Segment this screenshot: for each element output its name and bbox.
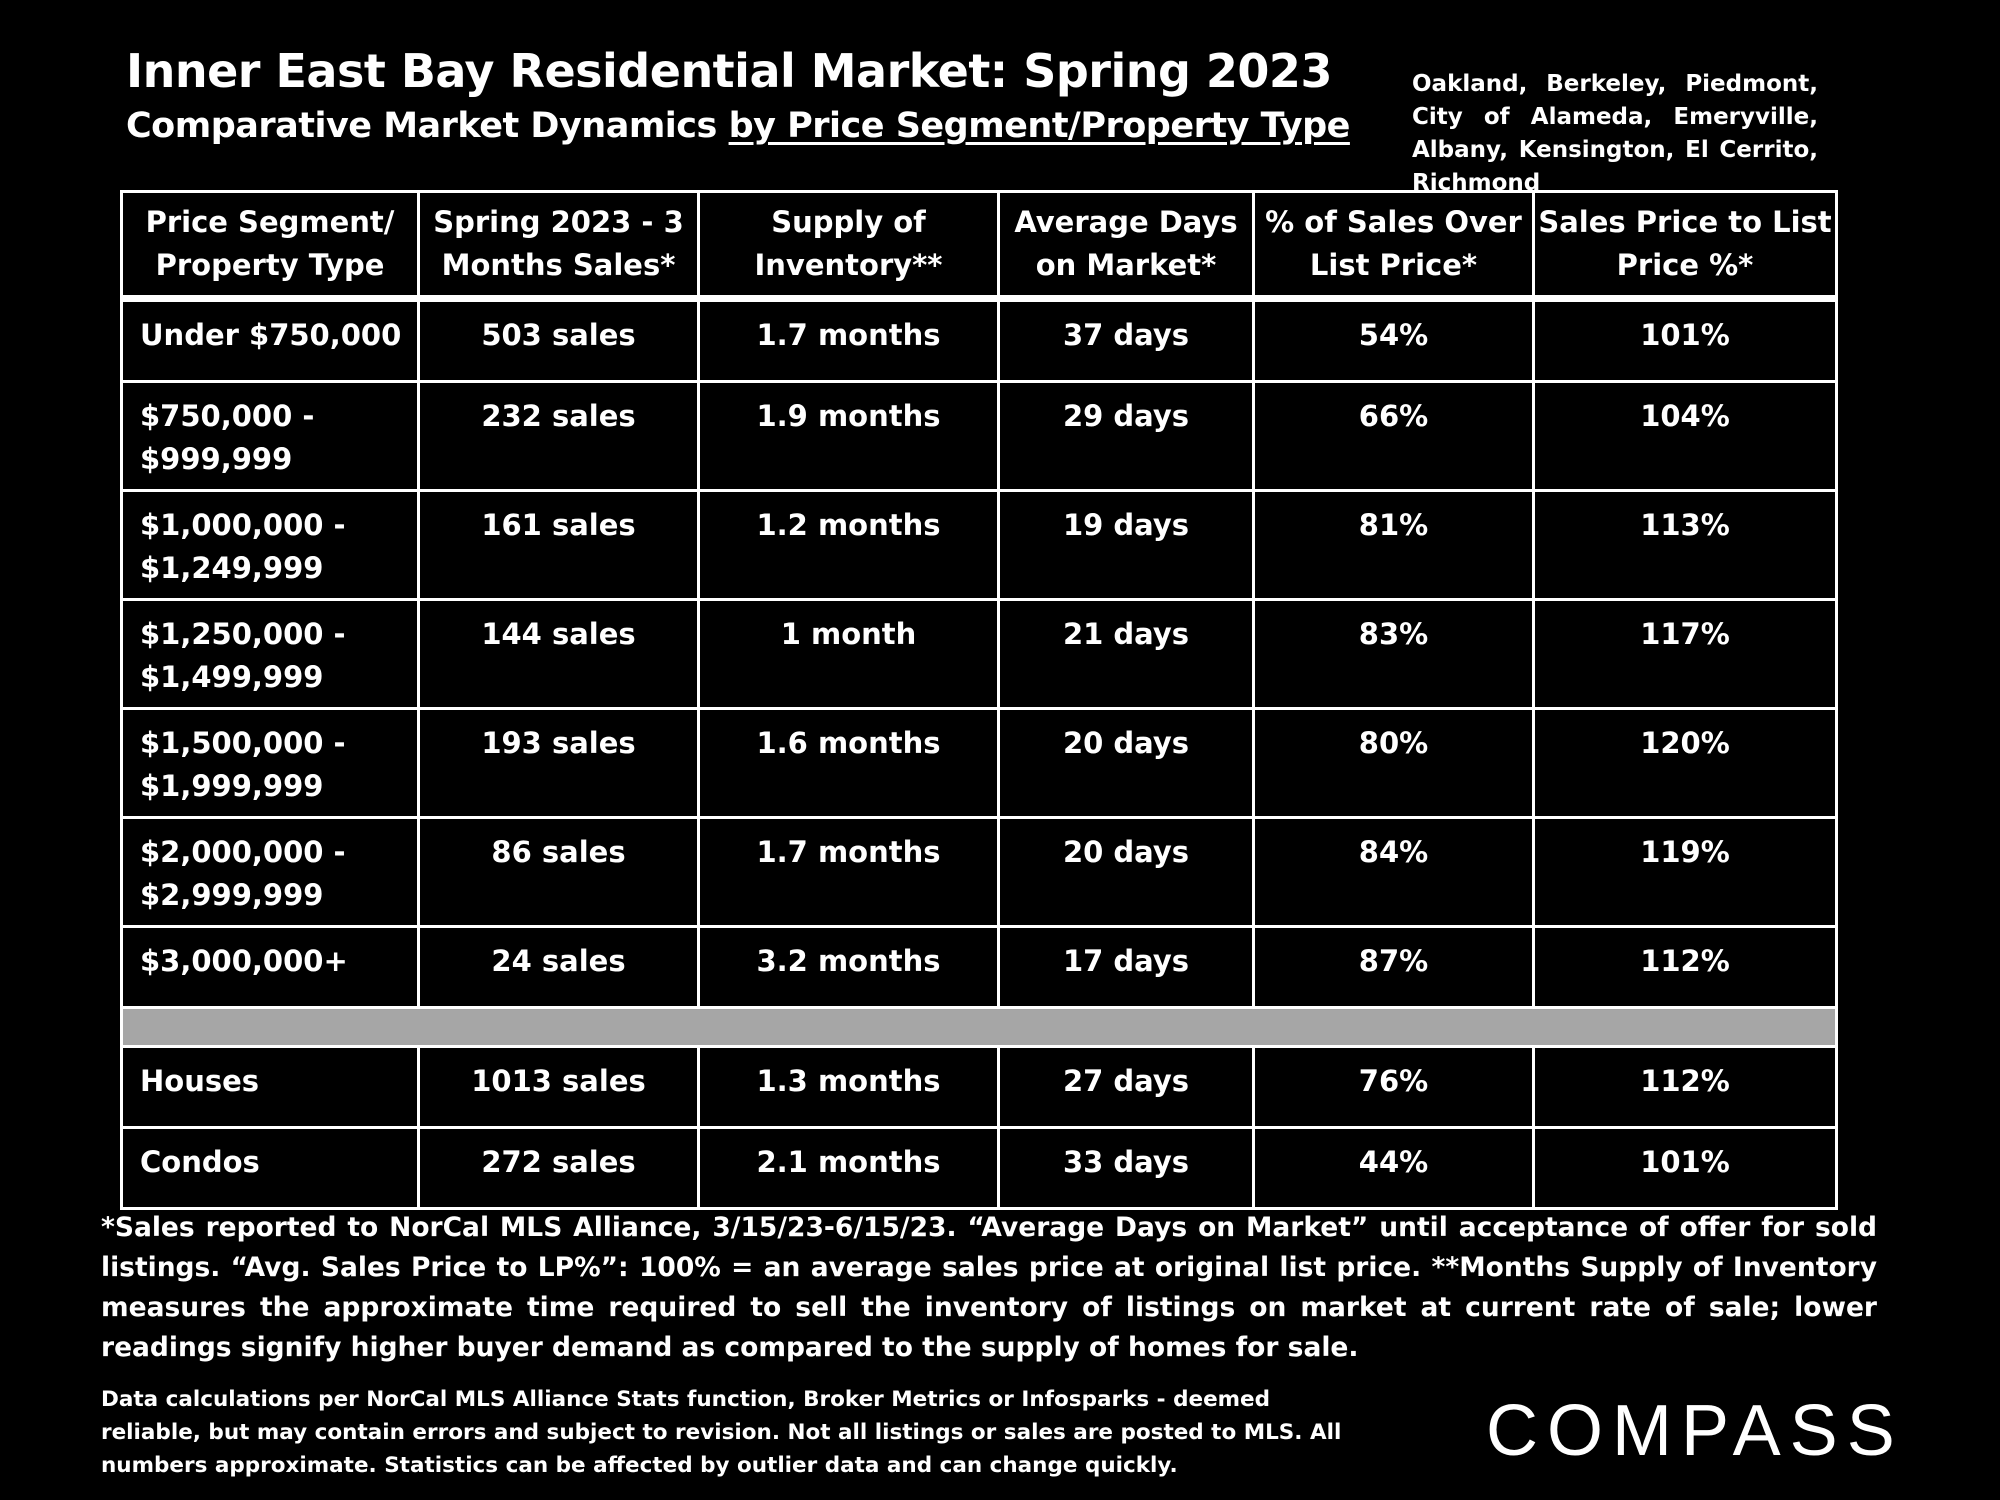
table-separator-row <box>120 1006 1838 1048</box>
cell-supply: 1.6 months <box>697 707 1000 819</box>
cities-list: Oakland, Berkeley, Piedmont, City of Ala… <box>1412 71 1818 196</box>
cell-days-on-market: 20 days <box>997 707 1255 819</box>
column-header-over-list: % of Sales Over List Price* <box>1252 190 1535 302</box>
cell-sales: 144 sales <box>417 598 700 710</box>
cell-sales: 232 sales <box>417 380 700 492</box>
table-row: $3,000,000+ 24 sales 3.2 months 17 days … <box>120 925 1838 1009</box>
cell-segment: $1,500,000 - $1,999,999 <box>120 707 420 819</box>
cell-supply: 1 month <box>697 598 1000 710</box>
table-row: $750,000 - $999,999 232 sales 1.9 months… <box>120 380 1838 492</box>
column-header-segment: Price Segment/ Property Type <box>120 190 420 302</box>
cell-segment: $2,000,000 - $2,999,999 <box>120 816 420 928</box>
cell-over-list: 44% <box>1252 1126 1535 1210</box>
table-row: Houses 1013 sales 1.3 months 27 days 76%… <box>120 1045 1838 1129</box>
cell-days-on-market: 20 days <box>997 816 1255 928</box>
cell-supply: 1.9 months <box>697 380 1000 492</box>
cell-sales: 86 sales <box>417 816 700 928</box>
cell-days-on-market: 21 days <box>997 598 1255 710</box>
cell-sales: 1013 sales <box>417 1045 700 1129</box>
cell-supply: 1.2 months <box>697 489 1000 601</box>
cell-sp-lp: 113% <box>1532 489 1838 601</box>
column-header-supply: Supply of Inventory** <box>697 190 1000 302</box>
cell-days-on-market: 33 days <box>997 1126 1255 1210</box>
cell-over-list: 54% <box>1252 297 1535 383</box>
table-row: $1,250,000 - $1,499,999 144 sales 1 mont… <box>120 598 1838 710</box>
cell-days-on-market: 29 days <box>997 380 1255 492</box>
cell-sp-lp: 101% <box>1532 297 1838 383</box>
cell-over-list: 83% <box>1252 598 1535 710</box>
cell-over-list: 66% <box>1252 380 1535 492</box>
footnote-main: *Sales reported to NorCal MLS Alliance, … <box>101 1212 1877 1363</box>
cell-sales: 503 sales <box>417 297 700 383</box>
cell-segment: Under $750,000 <box>120 297 420 383</box>
table-row: $1,500,000 - $1,999,999 193 sales 1.6 mo… <box>120 707 1838 819</box>
cell-sp-lp: 112% <box>1532 1045 1838 1129</box>
cell-segment: $3,000,000+ <box>120 925 420 1009</box>
cell-segment: $1,000,000 - $1,249,999 <box>120 489 420 601</box>
cell-segment: Houses <box>120 1045 420 1129</box>
table-row: Under $750,000 503 sales 1.7 months 37 d… <box>120 297 1838 383</box>
cell-over-list: 87% <box>1252 925 1535 1009</box>
footnote-disclaimer: Data calculations per NorCal MLS Allianc… <box>101 1387 1342 1478</box>
cell-sp-lp: 119% <box>1532 816 1838 928</box>
page-subtitle: Comparative Market Dynamics by Price Seg… <box>126 106 1350 146</box>
cell-days-on-market: 27 days <box>997 1045 1255 1129</box>
cell-days-on-market: 37 days <box>997 297 1255 383</box>
cell-sp-lp: 112% <box>1532 925 1838 1009</box>
cell-over-list: 80% <box>1252 707 1535 819</box>
cell-sp-lp: 117% <box>1532 598 1838 710</box>
cell-supply: 2.1 months <box>697 1126 1000 1210</box>
cell-segment: Condos <box>120 1126 420 1210</box>
cell-sales: 193 sales <box>417 707 700 819</box>
cell-over-list: 81% <box>1252 489 1535 601</box>
cell-sales: 24 sales <box>417 925 700 1009</box>
cell-supply: 1.3 months <box>697 1045 1000 1129</box>
page-title: Inner East Bay Residential Market: Sprin… <box>126 44 1332 98</box>
cell-over-list: 76% <box>1252 1045 1535 1129</box>
cell-segment: $750,000 - $999,999 <box>120 380 420 492</box>
table-header-row: Price Segment/ Property Type Spring 2023… <box>120 190 1838 302</box>
separator-bar <box>120 1006 1838 1048</box>
cell-sp-lp: 101% <box>1532 1126 1838 1210</box>
cell-days-on-market: 17 days <box>997 925 1255 1009</box>
column-header-sp-lp: Sales Price to List Price %* <box>1532 190 1838 302</box>
cell-segment: $1,250,000 - $1,499,999 <box>120 598 420 710</box>
compass-logo: COMPASS <box>1486 1391 1904 1471</box>
cell-supply: 3.2 months <box>697 925 1000 1009</box>
cell-sales: 161 sales <box>417 489 700 601</box>
cell-sp-lp: 104% <box>1532 380 1838 492</box>
table-row: $1,000,000 - $1,249,999 161 sales 1.2 mo… <box>120 489 1838 601</box>
cell-supply: 1.7 months <box>697 816 1000 928</box>
cell-sp-lp: 120% <box>1532 707 1838 819</box>
market-dynamics-table: Price Segment/ Property Type Spring 2023… <box>120 190 1838 1210</box>
cell-over-list: 84% <box>1252 816 1535 928</box>
subtitle-text: Comparative Market Dynamics <box>126 106 729 146</box>
table-row: $2,000,000 - $2,999,999 86 sales 1.7 mon… <box>120 816 1838 928</box>
cell-days-on-market: 19 days <box>997 489 1255 601</box>
table-row: Condos 272 sales 2.1 months 33 days 44% … <box>120 1126 1838 1210</box>
cell-supply: 1.7 months <box>697 297 1000 383</box>
column-header-days-on-market: Average Days on Market* <box>997 190 1255 302</box>
column-header-sales: Spring 2023 - 3 Months Sales* <box>417 190 700 302</box>
cell-sales: 272 sales <box>417 1126 700 1210</box>
subtitle-underlined-text: by Price Segment/Property Type <box>728 106 1351 146</box>
